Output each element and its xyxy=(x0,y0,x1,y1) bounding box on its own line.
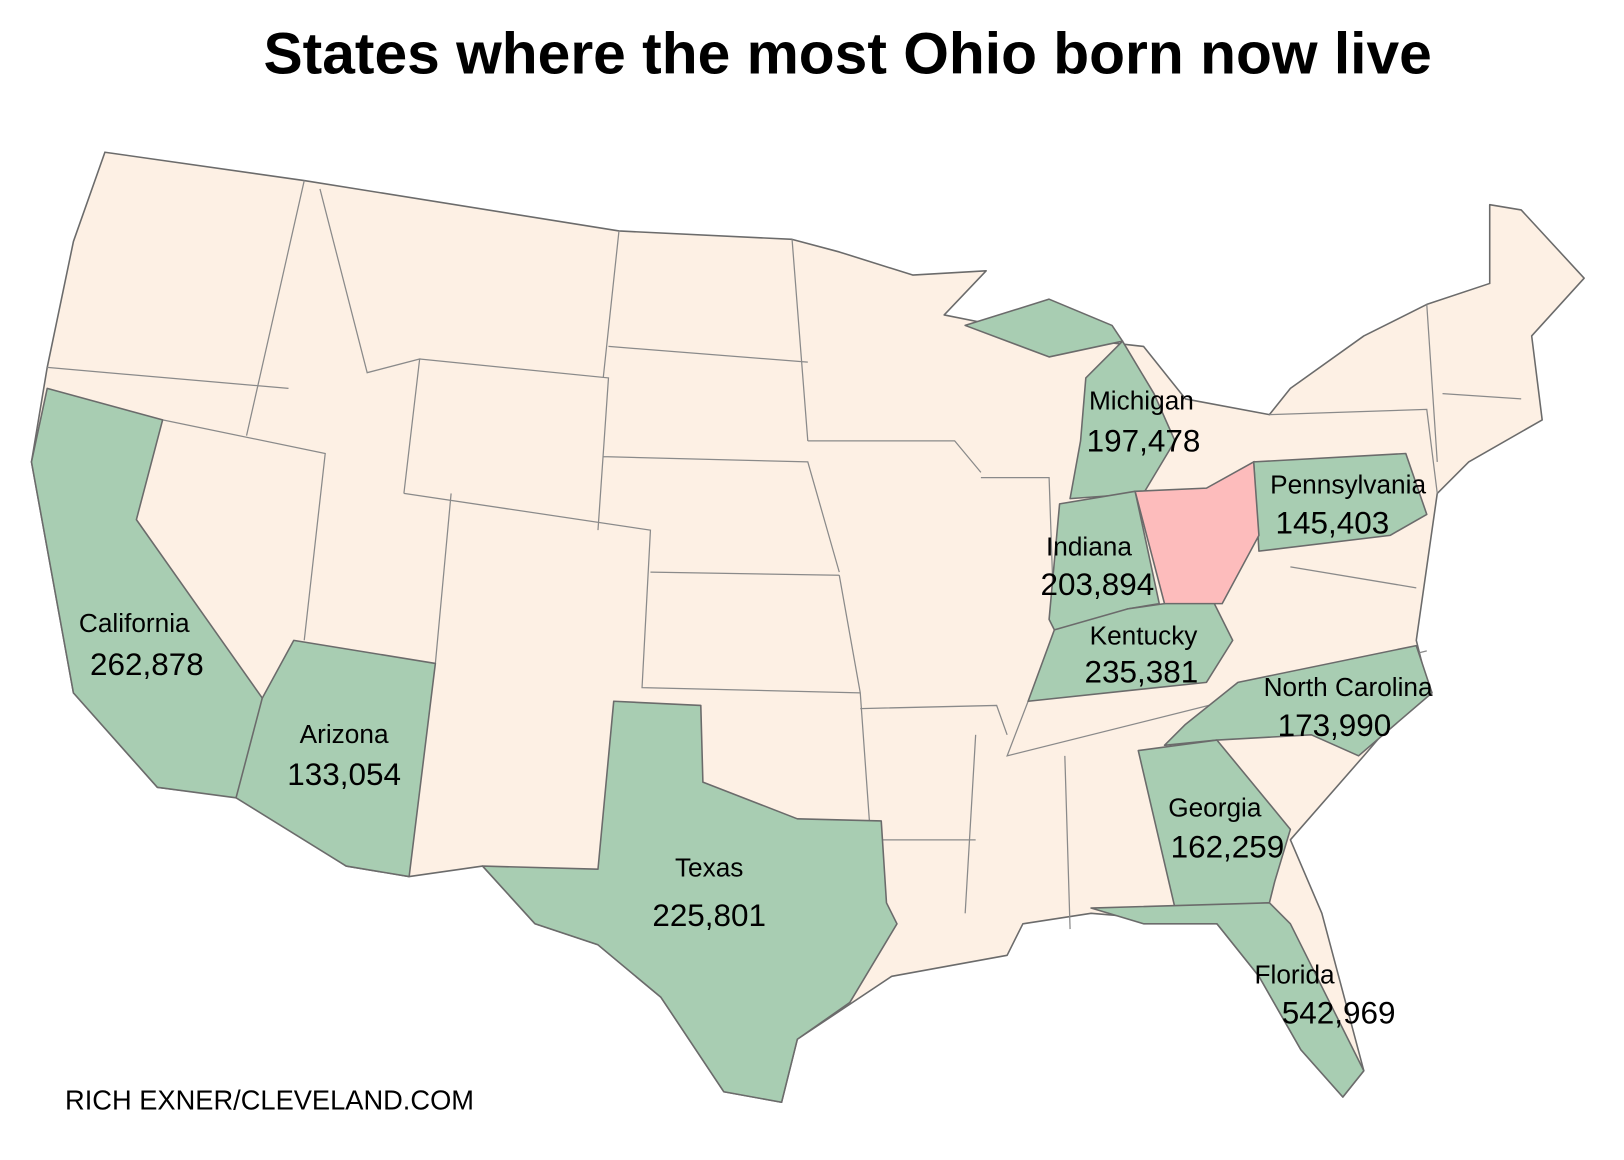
state-name: Georgia xyxy=(1168,793,1262,823)
state-name: Texas xyxy=(675,853,743,883)
state-name: Pennsylvania xyxy=(1270,469,1426,499)
state-name: Indiana xyxy=(1046,531,1132,561)
state-name: Arizona xyxy=(300,719,389,749)
state-value: 203,894 xyxy=(1040,567,1154,602)
credit: RICH EXNER/CLEVELAND.COM xyxy=(65,1085,474,1116)
state-value: 197,478 xyxy=(1087,423,1201,458)
state-labels: California 262,878 Arizona 133,054 Texas 225,… xyxy=(79,385,1433,1030)
state-name: Florida xyxy=(1255,960,1336,990)
state-value: 162,259 xyxy=(1171,830,1285,865)
state-florida xyxy=(1090,902,1365,1098)
state-value: 262,878 xyxy=(90,647,204,682)
state-michigan-upper xyxy=(964,298,1124,358)
state-value: 235,381 xyxy=(1085,654,1199,689)
state-name: Michigan xyxy=(1089,385,1194,415)
state-ohio xyxy=(1134,460,1260,605)
state-michigan xyxy=(1069,340,1176,500)
state-arizona xyxy=(235,639,437,878)
state-value: 542,969 xyxy=(1282,996,1396,1031)
state-name: California xyxy=(79,608,190,638)
state-borders xyxy=(47,180,1522,930)
state-name: Kentucky xyxy=(1090,621,1199,651)
state-value: 145,403 xyxy=(1275,505,1389,540)
state-value: 225,801 xyxy=(652,898,766,933)
state-value: 133,054 xyxy=(287,757,401,792)
state-north-carolina xyxy=(1163,644,1433,757)
state-name: North Carolina xyxy=(1264,672,1433,702)
state-value: 173,990 xyxy=(1278,708,1392,743)
title: States where the most Ohio born now live xyxy=(264,21,1432,86)
state-texas xyxy=(481,700,898,1104)
state-kentucky xyxy=(1027,587,1234,703)
highlighted-states xyxy=(30,298,1433,1104)
